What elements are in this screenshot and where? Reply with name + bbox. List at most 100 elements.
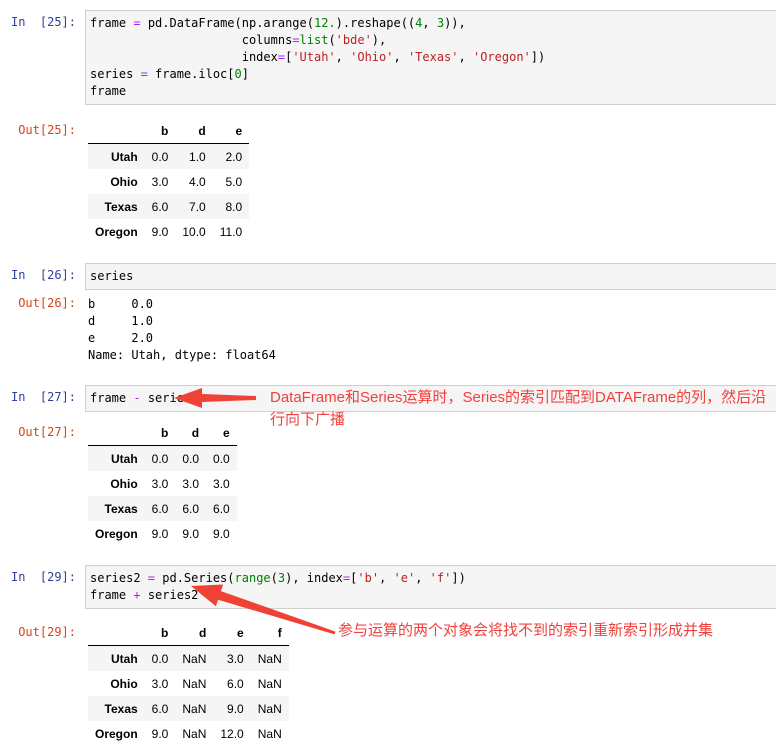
row-index: Utah — [111, 651, 138, 666]
column-header: b — [144, 118, 176, 144]
cell-value: 0.0 — [151, 149, 169, 164]
corner-header — [88, 118, 145, 144]
code-line: series — [90, 269, 134, 283]
row-index: Oregon — [95, 224, 138, 239]
table-row: Utah 0.0 NaN 3.0 NaN — [88, 645, 289, 671]
cell-value: NaN — [182, 726, 207, 741]
column-header: d — [175, 118, 213, 144]
output-cell-26: Out[26]: b 0.0 d 1.0 e 2.0 Name: Utah, d… — [0, 291, 776, 364]
row-index: Ohio — [110, 174, 138, 189]
table-row: Texas 6.0 6.0 6.0 — [88, 496, 237, 521]
dataframe-table: b d e f Utah 0.0 NaN 3.0 NaN Ohio 3.0 NaN 6.0 NaN Texa… — [88, 620, 289, 746]
input-prompt: In [29]: — [10, 570, 76, 584]
code-line: frame + series2 — [90, 588, 199, 602]
table-row: Ohio 3.0 3.0 3.0 — [88, 471, 237, 496]
cell-value: 4.0 — [189, 174, 206, 189]
cell-value: 3.0 — [213, 476, 230, 491]
column-header: d — [175, 420, 207, 446]
cell-value: 3.0 — [227, 651, 244, 666]
column-header: d — [175, 620, 214, 646]
code-line: columns=list('bde'), — [90, 33, 387, 47]
cell-value: 9.0 — [227, 701, 244, 716]
cell-value: NaN — [257, 651, 282, 666]
cell-value: NaN — [182, 676, 207, 691]
output-prompt: Out[29]: — [18, 625, 76, 639]
output-prompt: Out[25]: — [18, 123, 76, 137]
table-row: Utah 0.0 0.0 0.0 — [88, 445, 237, 471]
cell-value: NaN — [257, 726, 282, 741]
input-prompt: In [25]: — [10, 15, 76, 29]
row-index: Texas — [104, 501, 138, 516]
cell-value: 3.0 — [182, 476, 200, 491]
red-arrow-left-icon — [174, 388, 256, 408]
corner-header — [88, 420, 145, 446]
cell-value: NaN — [182, 701, 207, 716]
cell-value: 2.0 — [225, 149, 243, 164]
table-row: Utah 0.0 1.0 2.0 — [88, 143, 250, 169]
cell-value: 9.0 — [151, 224, 169, 239]
table-row: Oregon 9.0 10.0 11.0 — [88, 219, 249, 244]
cell-value: 0.0 — [151, 651, 169, 666]
code-line: frame = pd.DataFrame(np.arange(12.).resh… — [90, 16, 466, 30]
cell-value: NaN — [182, 651, 207, 666]
cell-value: 10.0 — [182, 224, 206, 239]
row-index: Utah — [111, 149, 138, 164]
cell-value: 3.0 — [151, 676, 169, 691]
column-header: e — [212, 118, 250, 144]
dataframe-table: b d e Utah 0.0 0.0 0.0 Ohio 3.0 3.0 3.0 Texas 6.0 6.0… — [88, 420, 237, 546]
cell-value: 11.0 — [219, 224, 243, 239]
table-row: Oregon 9.0 NaN 12.0 NaN — [88, 721, 289, 746]
cell-value: NaN — [257, 676, 282, 691]
dataframe-output: b d e f Utah 0.0 NaN 3.0 NaN Ohio 3.0 NaN 6.0 NaN Texa… — [85, 620, 776, 746]
cell-value: 6.0 — [213, 501, 230, 516]
cell-value: 6.0 — [227, 676, 244, 691]
annotation-union: 参与运算的两个对象会将找不到的索引重新索引形成并集 — [338, 622, 714, 639]
cell-value: 8.0 — [225, 199, 243, 214]
dataframe-output: b d e Utah 0.0 1.0 2.0 Ohio 3.0 4.0 5.0 Texas 6.0 7.0… — [85, 118, 776, 244]
code-line: frame — [90, 84, 127, 98]
column-header: e — [206, 420, 237, 446]
row-index: Utah — [111, 451, 138, 466]
code-line: series2 = pd.Series(range(3), index=['b'… — [90, 571, 466, 585]
table-row: Texas 6.0 7.0 8.0 — [88, 194, 250, 219]
code-cell-29: In [29]: series2 = pd.Series(range(3), i… — [0, 565, 776, 609]
column-header: b — [144, 420, 176, 446]
table-row: Ohio 3.0 NaN 6.0 NaN — [88, 671, 289, 696]
column-header: f — [250, 620, 289, 646]
table-row: Oregon 9.0 9.0 9.0 — [88, 521, 237, 546]
cell-value: 5.0 — [225, 174, 243, 189]
row-index: Oregon — [95, 526, 138, 541]
output-prompt: Out[27]: — [18, 425, 76, 439]
row-index: Texas — [104, 701, 138, 716]
row-index: Ohio — [110, 476, 138, 491]
output-cell-29: Out[29]: b d e f Utah 0.0 NaN 3.0 NaN Ohio 3.0 NaN 6… — [0, 620, 776, 746]
cell-value: 6.0 — [182, 501, 200, 516]
cell-value: 9.0 — [151, 726, 169, 741]
cell-value: 9.0 — [182, 526, 200, 541]
row-index: Ohio — [110, 676, 138, 691]
output-cell-25: Out[25]: b d e Utah 0.0 1.0 2.0 Ohio 3.0 4.0 5.0 Te… — [0, 118, 776, 244]
table-row: Ohio 3.0 4.0 5.0 — [88, 169, 249, 194]
annotation-broadcast: DataFrame和Series运算时，Series的索引匹配到DATAFram… — [270, 389, 767, 428]
corner-header — [88, 620, 145, 646]
cell-value: 6.0 — [151, 501, 169, 516]
red-arrow-up-left-icon — [191, 584, 336, 635]
cell-value: 12.0 — [220, 726, 244, 741]
series-output-text: b 0.0 d 1.0 e 2.0 Name: Utah, dtype: flo… — [88, 297, 276, 362]
code-input[interactable]: frame = pd.DataFrame(np.arange(12.).resh… — [85, 10, 776, 105]
cell-value: 3.0 — [151, 476, 169, 491]
column-header: e — [213, 620, 251, 646]
output-prompt: Out[26]: — [18, 296, 76, 310]
cell-value: 7.0 — [189, 199, 206, 214]
cell-value: 1.0 — [189, 149, 206, 164]
row-index: Texas — [104, 199, 138, 214]
code-line: series = frame.iloc[0] — [90, 67, 249, 81]
code-input[interactable]: series — [85, 263, 776, 290]
input-prompt: In [26]: — [10, 268, 76, 282]
output-cell-27: Out[27]: b d e Utah 0.0 0.0 0.0 Ohio 3.0 3.0 3.0 Te… — [0, 420, 776, 546]
cell-value: 9.0 — [213, 526, 230, 541]
cell-value: 3.0 — [151, 174, 169, 189]
dataframe-output: b d e Utah 0.0 0.0 0.0 Ohio 3.0 3.0 3.0 Texas 6.0 6.0… — [85, 420, 776, 546]
cell-value: 0.0 — [182, 451, 200, 466]
